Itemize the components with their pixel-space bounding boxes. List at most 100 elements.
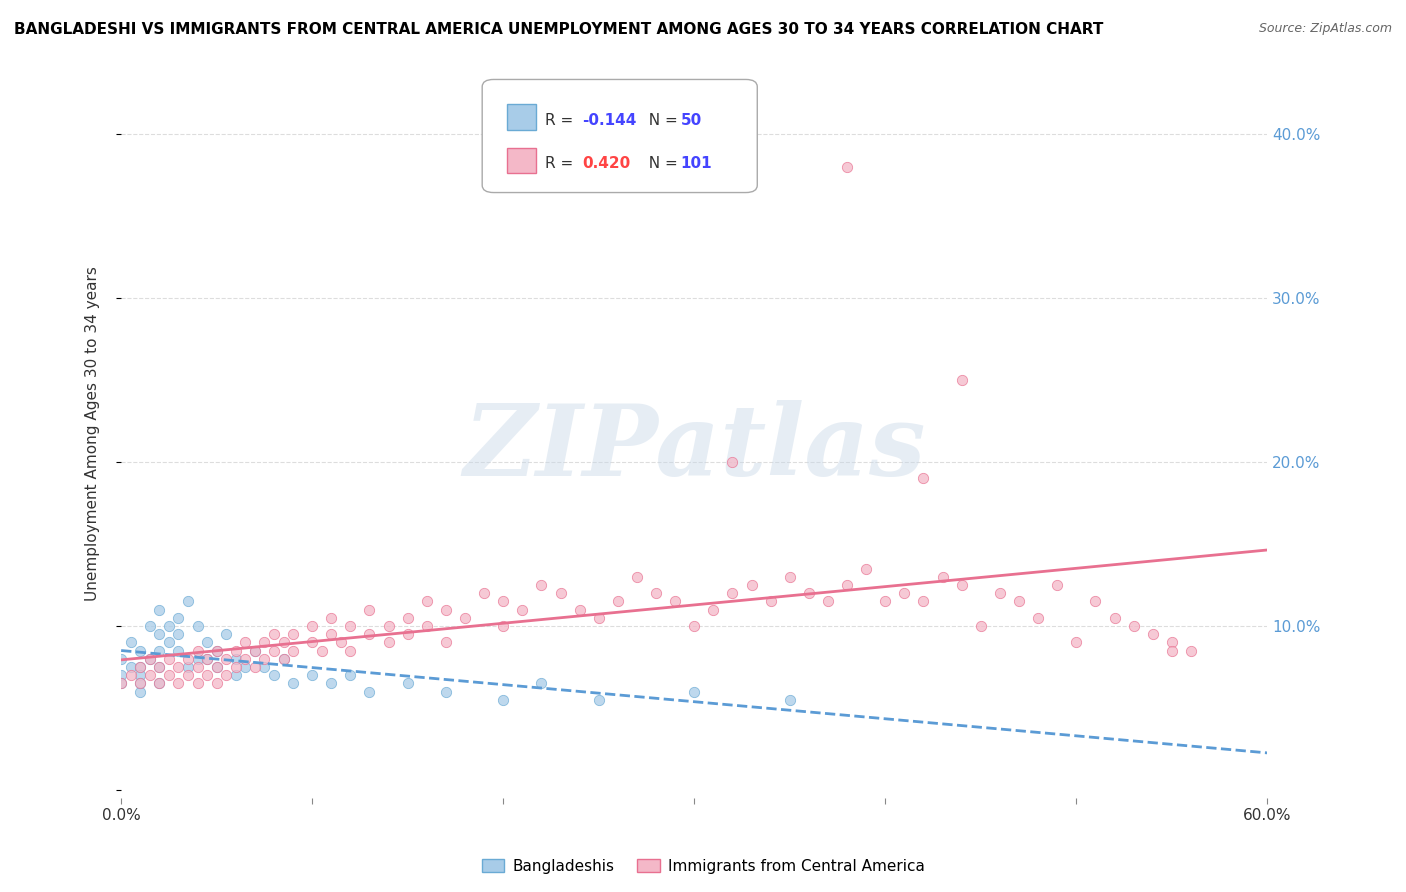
Text: 101: 101 bbox=[681, 156, 711, 171]
Point bbox=[339, 668, 361, 682]
Point bbox=[195, 635, 218, 649]
Point bbox=[588, 692, 610, 706]
Point bbox=[321, 611, 343, 625]
Point bbox=[1026, 611, 1049, 625]
Point bbox=[550, 586, 572, 600]
Point bbox=[167, 660, 190, 674]
Point bbox=[893, 586, 915, 600]
Point bbox=[233, 651, 256, 665]
Point bbox=[779, 692, 801, 706]
Point bbox=[396, 676, 419, 690]
Point bbox=[177, 668, 200, 682]
Text: R =: R = bbox=[546, 113, 578, 128]
Point bbox=[797, 586, 820, 600]
Point bbox=[835, 160, 858, 174]
Point bbox=[110, 668, 132, 682]
Point bbox=[721, 586, 744, 600]
Point bbox=[148, 676, 170, 690]
Point bbox=[434, 602, 457, 616]
Point bbox=[339, 619, 361, 633]
Point bbox=[263, 668, 285, 682]
Point bbox=[741, 578, 763, 592]
Point bbox=[301, 668, 323, 682]
Point bbox=[253, 660, 276, 674]
Text: N =: N = bbox=[640, 156, 683, 171]
Point bbox=[321, 627, 343, 641]
Point bbox=[472, 586, 495, 600]
Point bbox=[187, 660, 209, 674]
Point bbox=[253, 635, 276, 649]
Point bbox=[167, 676, 190, 690]
Point bbox=[1142, 627, 1164, 641]
Point bbox=[205, 660, 228, 674]
Point bbox=[454, 611, 477, 625]
Point bbox=[492, 619, 515, 633]
Point bbox=[779, 570, 801, 584]
Text: 0.420: 0.420 bbox=[582, 156, 630, 171]
Point bbox=[157, 635, 180, 649]
Point bbox=[329, 635, 352, 649]
Point bbox=[835, 578, 858, 592]
Point bbox=[281, 627, 304, 641]
Point bbox=[912, 594, 935, 608]
Point bbox=[148, 660, 170, 674]
Point bbox=[759, 594, 782, 608]
Point bbox=[1066, 635, 1088, 649]
Point bbox=[167, 627, 190, 641]
Point bbox=[1180, 643, 1202, 657]
Point bbox=[855, 561, 877, 575]
FancyBboxPatch shape bbox=[482, 79, 758, 193]
Point bbox=[139, 651, 162, 665]
Point bbox=[129, 660, 152, 674]
Point bbox=[263, 627, 285, 641]
Text: N =: N = bbox=[640, 113, 683, 128]
Point bbox=[510, 602, 533, 616]
Point bbox=[215, 627, 238, 641]
Point bbox=[110, 676, 132, 690]
Point bbox=[396, 627, 419, 641]
Point bbox=[377, 619, 399, 633]
Point bbox=[243, 660, 266, 674]
Point bbox=[1008, 594, 1031, 608]
Point bbox=[683, 619, 706, 633]
Point bbox=[157, 651, 180, 665]
Point bbox=[167, 643, 190, 657]
Point bbox=[950, 373, 973, 387]
Y-axis label: Unemployment Among Ages 30 to 34 years: Unemployment Among Ages 30 to 34 years bbox=[86, 266, 100, 600]
Point bbox=[492, 594, 515, 608]
Text: BANGLADESHI VS IMMIGRANTS FROM CENTRAL AMERICA UNEMPLOYMENT AMONG AGES 30 TO 34 : BANGLADESHI VS IMMIGRANTS FROM CENTRAL A… bbox=[14, 22, 1104, 37]
Point bbox=[702, 602, 724, 616]
Point bbox=[263, 643, 285, 657]
Point bbox=[281, 676, 304, 690]
Point bbox=[187, 643, 209, 657]
Point bbox=[311, 643, 333, 657]
Point bbox=[177, 594, 200, 608]
Point bbox=[129, 684, 152, 698]
Point bbox=[626, 570, 648, 584]
Point bbox=[339, 643, 361, 657]
Point bbox=[301, 635, 323, 649]
Point bbox=[683, 684, 706, 698]
Text: R =: R = bbox=[546, 156, 578, 171]
Point bbox=[129, 668, 152, 682]
Point bbox=[195, 651, 218, 665]
Point bbox=[273, 651, 295, 665]
Point bbox=[1104, 611, 1126, 625]
Point bbox=[148, 660, 170, 674]
Point bbox=[606, 594, 628, 608]
Point bbox=[645, 586, 668, 600]
FancyBboxPatch shape bbox=[508, 104, 536, 130]
Point bbox=[215, 668, 238, 682]
Point bbox=[988, 586, 1011, 600]
Point bbox=[359, 684, 381, 698]
Point bbox=[205, 643, 228, 657]
Point bbox=[1160, 643, 1182, 657]
Point bbox=[205, 660, 228, 674]
Point bbox=[970, 619, 993, 633]
Point bbox=[1046, 578, 1069, 592]
Point bbox=[233, 635, 256, 649]
Point bbox=[253, 651, 276, 665]
Text: -0.144: -0.144 bbox=[582, 113, 637, 128]
Point bbox=[225, 651, 247, 665]
Point bbox=[225, 660, 247, 674]
